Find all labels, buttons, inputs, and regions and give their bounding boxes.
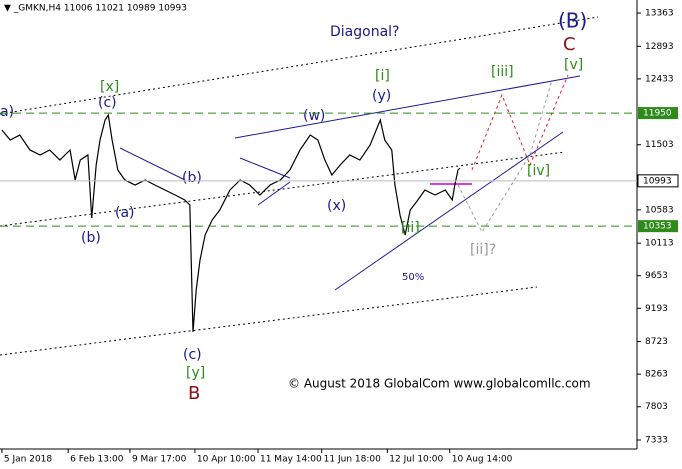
wave-label: (c) xyxy=(183,347,202,363)
projection-grey xyxy=(457,79,553,234)
channel-lines xyxy=(0,16,599,356)
y-tick-label: 9193 xyxy=(645,304,668,314)
wave-label: (c) xyxy=(98,95,117,111)
plot xyxy=(1,113,461,332)
x-tick-label: 5 Jan 2018 xyxy=(4,455,52,465)
current-price-label: 10993 xyxy=(643,176,672,186)
wave-label: (B) xyxy=(558,9,587,33)
level-box xyxy=(638,107,678,120)
price-line xyxy=(1,113,461,332)
fib-label: 50% xyxy=(402,272,424,283)
wave-label: a) xyxy=(0,104,14,120)
y-tick-label: 7803 xyxy=(645,402,668,412)
projection-red xyxy=(471,74,569,171)
wave-label: [ii] xyxy=(401,220,420,236)
wave-label: C xyxy=(563,34,576,55)
y-tick-label: 12433 xyxy=(645,74,674,84)
annotation: Diagonal? xyxy=(330,24,399,40)
chart-header: ▼ _GMKN,H4 11006 11021 10989 10993 xyxy=(4,4,187,14)
wave-label: B xyxy=(188,383,200,404)
x-tick-label: 12 Jul 10:00 xyxy=(389,455,443,465)
trend-lines xyxy=(119,75,581,291)
wave-label: (a) xyxy=(115,205,135,221)
y-tick-label: 8263 xyxy=(645,370,668,380)
y-tick-label: 8723 xyxy=(645,337,668,347)
wave-label: (x) xyxy=(327,198,346,214)
wave-label: (w) xyxy=(303,108,325,124)
y-tick-label: 10583 xyxy=(645,205,674,215)
x-tick-label: 6 Feb 13:00 xyxy=(70,455,124,465)
x-tick-label: 11 May 14:00 xyxy=(260,455,322,465)
x-tick-label: 10 Aug 14:00 xyxy=(452,455,513,465)
current-price-box xyxy=(637,174,679,188)
y-tick-label: 12893 xyxy=(645,42,674,52)
annotations: a) (c) [x] (b) (a) (b) (c) [y] B (w) [i]… xyxy=(0,9,591,405)
level-box xyxy=(638,220,678,233)
y-tick-label: 7333 xyxy=(645,436,668,446)
y-tick-label: 10113 xyxy=(645,239,674,249)
wave-label: [iii] xyxy=(491,64,514,80)
wave-label: [y] xyxy=(186,365,205,381)
wave-label: [iv] xyxy=(527,163,550,179)
y-tick-label: 13363 xyxy=(645,9,674,19)
wave-label: [x] xyxy=(100,79,119,95)
level-label: 10353 xyxy=(643,222,672,232)
copyright: © August 2018 GlobalCom www.globalcomllc… xyxy=(288,377,591,391)
wave-label: (b) xyxy=(182,170,202,186)
level-label: 11950 xyxy=(643,109,672,119)
x-tick-label: 9 Mar 17:00 xyxy=(132,455,187,465)
wave-label: (b) xyxy=(81,230,101,246)
wave-label: [v] xyxy=(564,57,583,73)
wave-label: [i] xyxy=(375,68,390,84)
x-tick-label: 11 Jun 18:00 xyxy=(324,455,381,465)
y-tick-label: 9653 xyxy=(645,271,668,281)
wave-label: [ii]? xyxy=(470,242,496,258)
wave-label: (y) xyxy=(372,88,391,104)
x-tick-label: 10 Apr 10:00 xyxy=(197,455,256,465)
y-tick-label: 11503 xyxy=(645,140,674,150)
